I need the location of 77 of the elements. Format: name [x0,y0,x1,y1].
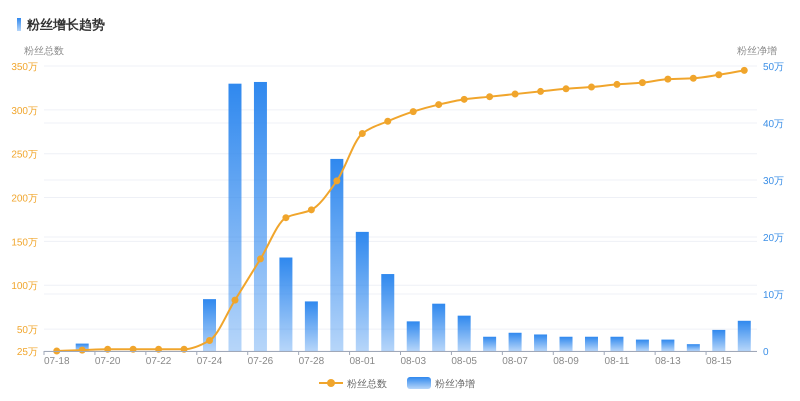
bar [356,232,369,351]
x-tick-label: 08-01 [350,356,376,367]
x-tick-label: 08-13 [655,356,682,367]
y-tick-label: 50万 [16,325,38,336]
bar [560,336,573,351]
x-tick-label: 08-03 [400,356,426,367]
x-tick-label: 08-15 [706,356,732,367]
point [460,96,468,103]
bar [661,340,674,351]
bar [458,316,471,351]
bar [686,344,700,351]
y2-tick-label: 50万 [763,62,784,73]
y-tick-label: 100万 [11,281,38,292]
point [512,90,519,98]
x-tick-label: 07-22 [146,356,172,367]
y-tick-label: 25万 [16,347,38,358]
point [613,80,620,88]
y2-axis-title: 粉丝净增 [737,45,777,57]
x-tick-label: 08-11 [604,356,630,367]
x-tick-label: 07-20 [94,356,121,367]
point [256,255,264,262]
y2-tick-label: 0 [763,347,769,358]
y2-tick-label: 20万 [763,233,784,244]
point [690,74,697,82]
y-tick-label: 300万 [11,106,38,117]
y-tick-label: 150万 [11,237,38,248]
point [384,118,392,125]
x-tick-label: 08-07 [502,356,528,367]
y2-tick-label: 10万 [763,290,784,301]
bar [636,340,649,351]
point [308,206,315,214]
point [740,66,748,74]
x-tick-label: 07-24 [196,356,223,367]
bar [432,304,446,351]
point [435,101,442,108]
bar [228,84,242,351]
point [282,214,290,222]
bar [203,299,216,351]
point [588,84,595,91]
chart-title: 粉丝增长趋势 [26,17,105,32]
bar [508,332,522,351]
x-tick-label: 07-28 [298,356,325,367]
legend-label: 粉丝净增 [435,378,475,390]
point [231,296,238,304]
y-tick-label: 200万 [11,194,38,205]
bar [304,301,318,351]
bar [610,336,624,351]
x-tick-label: 08-09 [553,356,580,367]
y2-tick-label: 40万 [763,119,784,130]
bar [738,320,751,351]
y-axis-title: 粉丝总数 [24,45,64,57]
point [206,336,214,344]
point [715,71,722,78]
bar [483,336,496,351]
bar [381,274,394,351]
point [486,93,494,100]
bar [330,158,344,351]
bar [406,321,420,351]
bar [279,258,292,351]
bar [584,336,598,351]
bar [534,334,548,351]
point [562,85,570,92]
point [638,79,646,86]
point [358,130,366,138]
point [537,88,544,95]
y2-tick-label: 30万 [763,176,784,187]
bar [254,82,267,351]
point [410,108,417,116]
legend-label: 粉丝总数 [347,378,387,390]
x-tick-label: 07-18 [44,356,70,367]
x-tick-label: 07-26 [248,356,274,367]
x-tick-label: 08-05 [451,356,478,367]
bar [712,330,726,351]
y-tick-label: 350万 [11,62,38,73]
point [664,76,672,83]
point [333,177,340,184]
y-tick-label: 250万 [11,150,38,161]
